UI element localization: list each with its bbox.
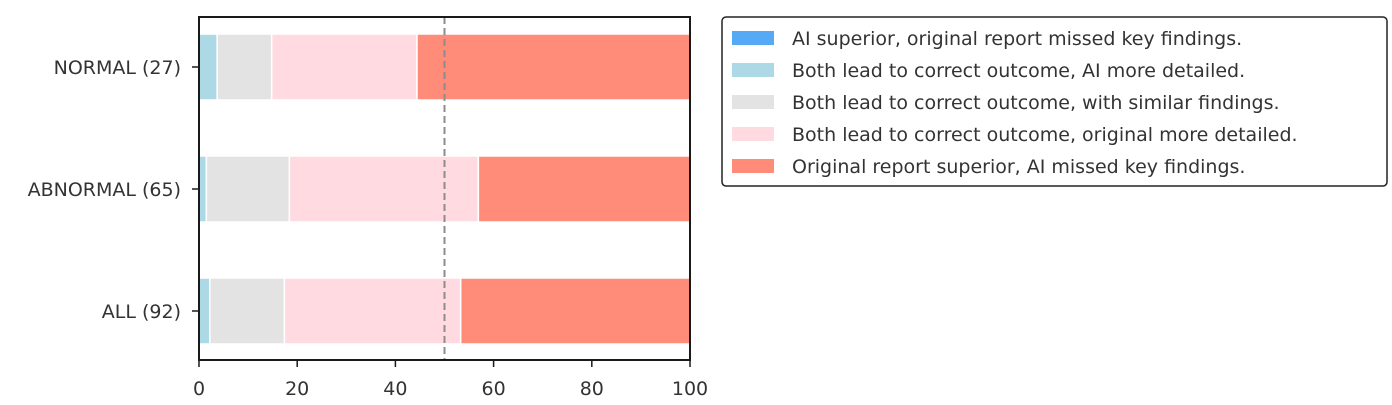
bar-segment-1-4 [477,155,691,223]
bar-segment-0-3 [270,33,418,101]
legend-box [721,16,1388,187]
legend-swatch [732,63,774,77]
legend: AI superior, original report missed key … [721,16,1388,187]
bar-segment-1-1 [198,155,208,223]
bar-segment-0-2 [216,33,273,101]
x-tick-label: 40 [383,378,407,400]
legend-label: AI superior, original report missed key … [792,28,1242,50]
bar-segment-1-2 [205,155,291,223]
x-tick-label: 80 [580,378,604,400]
y-axis: NORMAL (27) ABNORMAL (65) ALL (92) [28,57,199,323]
bars-group [198,33,691,345]
bar-segment-2-2 [209,277,286,345]
legend-swatch [732,127,774,141]
legend-label: Original report superior, AI missed key … [792,156,1245,178]
legend-label: Both lead to correct outcome, original m… [792,124,1298,146]
bar-segment-2-3 [283,277,462,345]
legend-swatch [732,95,774,109]
legend-swatch [732,159,774,173]
legend-label: Both lead to correct outcome, AI more de… [792,60,1245,82]
bar-segment-0-1 [198,33,218,101]
x-tick-label: 60 [482,378,506,400]
bar-segment-0-4 [416,33,691,101]
bar-segment-2-4 [459,277,691,345]
y-tick-label: NORMAL (27) [54,57,181,79]
y-tick-label: ABNORMAL (65) [28,179,181,201]
x-axis: 0 20 40 60 80 100 [193,360,708,400]
bar-segment-1-3 [288,155,480,223]
legend-swatch [732,31,774,45]
x-tick-label: 20 [285,378,309,400]
y-tick-label: ALL (92) [102,301,181,323]
legend-label: Both lead to correct outcome, with simil… [792,92,1280,114]
x-tick-label: 0 [193,378,205,400]
x-tick-label: 100 [672,378,708,400]
bar-segment-2-1 [198,277,211,345]
